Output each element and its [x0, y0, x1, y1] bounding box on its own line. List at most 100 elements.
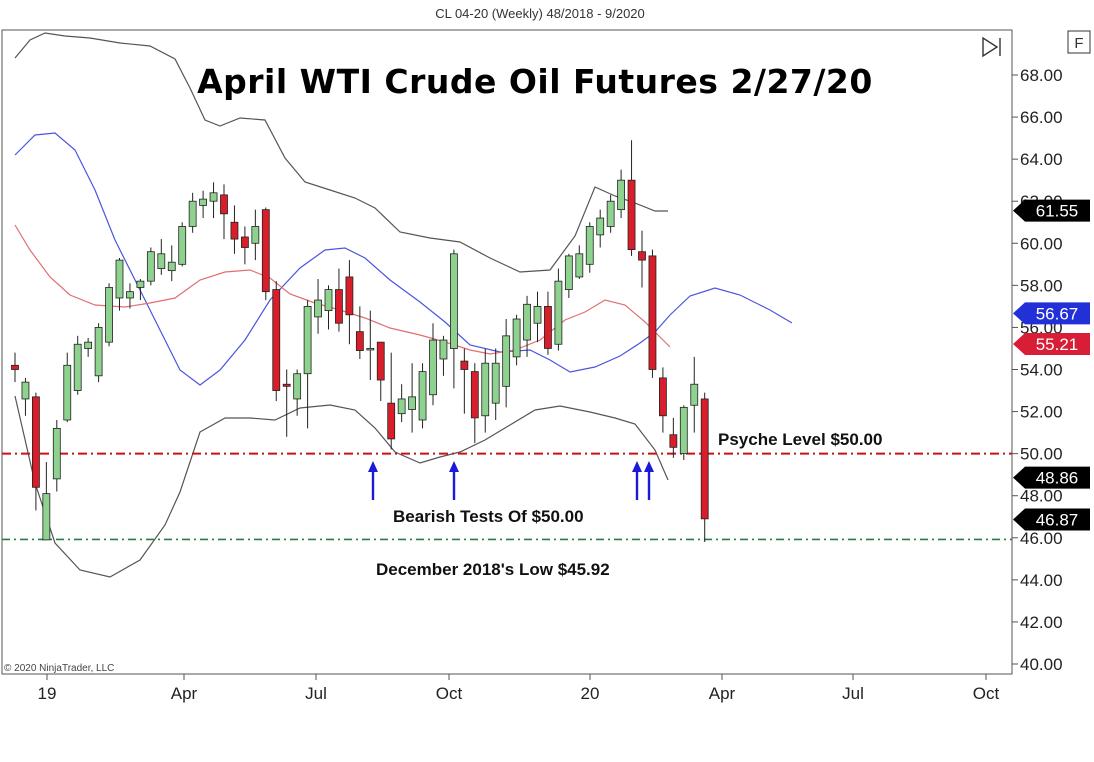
y-axis: 68.0066.0064.0062.0060.0058.0056.0054.00… [1012, 66, 1063, 674]
candle-body [73, 343, 82, 391]
horizontal-levels [2, 452, 1012, 541]
candle-body [314, 299, 322, 318]
candle-body [230, 221, 239, 240]
x-tick-label: 20 [581, 684, 600, 703]
candle-body [220, 194, 228, 215]
price-badge: 55.21 [1013, 333, 1090, 356]
test-arrows [368, 461, 654, 500]
skip-forward-icon[interactable] [982, 36, 1001, 58]
candle-body [115, 259, 124, 299]
candle-body [596, 217, 605, 236]
y-tick-label: 44.00 [1020, 571, 1063, 590]
x-tick-label: 19 [38, 684, 57, 703]
candle-body [585, 226, 594, 265]
candle-body [387, 402, 396, 440]
candle-body [209, 192, 218, 202]
candle-body [481, 362, 490, 417]
window-title: CL 04-20 (Weekly) 48/2018 - 9/2020 [435, 6, 645, 21]
candle-body [63, 364, 72, 421]
candle-body [167, 261, 176, 272]
up-arrow-icon [449, 461, 459, 500]
candle-body [11, 364, 19, 370]
upper-band-line [14, 32, 668, 273]
candle-body [439, 339, 448, 360]
y-tick-label: 50.00 [1020, 445, 1063, 464]
x-tick-label: Apr [709, 684, 736, 703]
candle-body [42, 493, 51, 541]
candle-body [84, 341, 93, 349]
blue-ma-line [14, 132, 793, 386]
candle-body [418, 371, 427, 421]
f-button[interactable]: F [1067, 30, 1091, 54]
up-arrow-icon [644, 461, 654, 500]
y-tick-label: 60.00 [1020, 234, 1063, 253]
candles [11, 140, 709, 542]
candle-body [544, 305, 552, 349]
candle-body [638, 251, 646, 261]
candle-body [502, 335, 511, 387]
price-badge-label: 48.86 [1036, 469, 1079, 488]
candle-body [449, 253, 458, 349]
candle-body [355, 331, 364, 351]
candle-body [324, 289, 333, 312]
indicator-lines [14, 32, 793, 578]
price-badge: 56.67 [1013, 302, 1090, 325]
x-tick-label: Apr [171, 684, 198, 703]
candle-body [554, 280, 563, 345]
candle-body [523, 303, 531, 341]
x-tick-label: Oct [436, 684, 463, 703]
y-tick-label: 68.00 [1020, 66, 1063, 85]
x-tick-label: Oct [973, 684, 1000, 703]
candle-body [251, 226, 260, 244]
candle-body [105, 287, 113, 343]
candle-body [366, 348, 375, 351]
price-badge: 48.86 [1013, 466, 1090, 489]
candle-body [460, 360, 469, 370]
candle-body [679, 406, 688, 455]
x-tick-label: Jul [305, 684, 327, 703]
candle-body [606, 200, 615, 227]
candle-body [303, 305, 312, 375]
x-axis: 19 Apr Jul Oct 20 Apr Jul Oct [38, 674, 1000, 703]
candle-body [199, 198, 208, 206]
candle-body [282, 383, 291, 387]
y-tick-label: 58.00 [1020, 276, 1063, 295]
candle-body [146, 251, 155, 282]
candle-body [648, 255, 657, 370]
psyche-level-label: Psyche Level $50.00 [718, 430, 882, 449]
y-tick-label: 46.00 [1020, 529, 1063, 548]
price-badge-label: 55.21 [1036, 335, 1079, 354]
dec-low-label: December 2018's Low $45.92 [376, 560, 610, 579]
candle-body [188, 200, 197, 227]
candle-body [397, 398, 406, 415]
candle-body [700, 398, 709, 520]
candle-body [659, 377, 667, 417]
y-tick-label: 40.00 [1020, 655, 1063, 674]
candle-body [470, 371, 479, 419]
candle-body [627, 179, 636, 250]
chart-title: April WTI Crude Oil Futures 2/27/20 [197, 62, 873, 101]
candle-body [690, 383, 699, 406]
bearish-tests-label: Bearish Tests Of $50.00 [393, 507, 584, 526]
y-tick-label: 64.00 [1020, 150, 1063, 169]
candle-body [178, 226, 187, 265]
x-tick-label: Jul [842, 684, 864, 703]
price-badge-label: 46.87 [1036, 510, 1079, 529]
candle-body [293, 373, 302, 400]
candle-body [429, 339, 437, 396]
candle-body [617, 179, 625, 211]
candle-body [345, 276, 354, 316]
price-badges: 61.55 56.67 55.21 48.86 46.87 [1013, 199, 1090, 531]
candle-body [376, 341, 385, 381]
candle-body [564, 255, 573, 290]
y-tick-label: 54.00 [1020, 361, 1063, 380]
candle-body [157, 253, 166, 269]
copyright-text: © 2020 NinjaTrader, LLC [4, 663, 114, 674]
price-badge-label: 61.55 [1036, 202, 1079, 221]
lower-band-line [14, 395, 669, 578]
candle-body [575, 253, 584, 278]
y-tick-label: 42.00 [1020, 613, 1063, 632]
candle-body [136, 280, 145, 288]
candle-body [94, 327, 103, 377]
price-badge-label: 56.67 [1036, 304, 1079, 323]
